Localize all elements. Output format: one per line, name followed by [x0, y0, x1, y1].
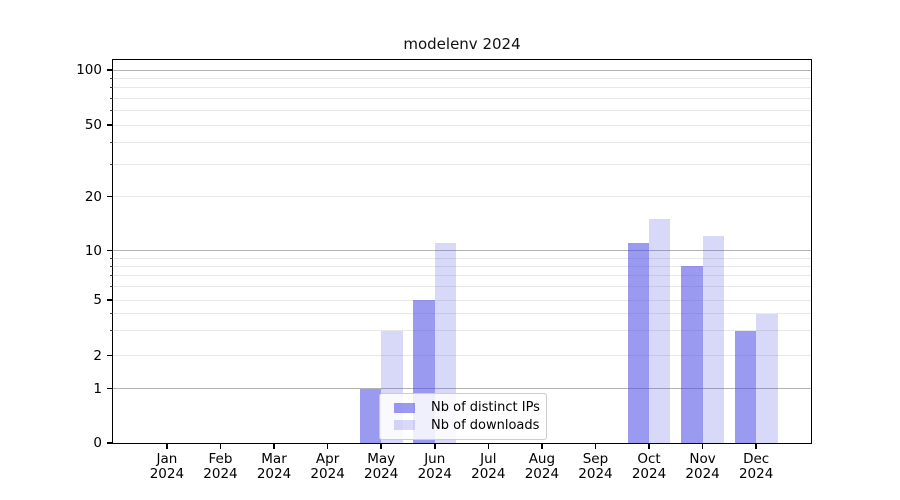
gridline-minor: [113, 313, 811, 315]
y-tick-label: 2: [93, 347, 102, 364]
gridline-minor: [113, 77, 811, 79]
x-tick: [434, 444, 436, 449]
y-tick-label: 50: [84, 117, 102, 133]
gridline-minor: [113, 124, 811, 126]
gridline-minor: [113, 257, 811, 259]
y-tick: [107, 195, 113, 198]
gridline-minor: [113, 87, 811, 89]
y-tick-label: 5: [93, 292, 102, 308]
x-tick-label: Apr 2024: [310, 451, 345, 482]
x-tick: [755, 444, 757, 449]
x-tick: [648, 444, 650, 449]
gridline-minor: [113, 355, 811, 356]
y-tick: [107, 354, 113, 357]
y-tick-minor: [110, 330, 113, 332]
gridline-minor: [113, 286, 811, 288]
x-tick-label: Feb 2024: [203, 451, 238, 482]
x-tick-label: Oct 2024: [631, 451, 667, 482]
y-tick-minor: [110, 286, 113, 288]
gridline-minor: [113, 299, 811, 301]
bar-nb-of-distinct-ips: [627, 243, 650, 443]
legend-entry: Nb of distinct IPs: [388, 400, 540, 416]
gridline-minor: [113, 97, 811, 99]
y-tick-minor: [110, 265, 113, 267]
bar-nb-of-distinct-ips: [734, 330, 757, 443]
bar-nb-of-distinct-ips: [681, 266, 703, 443]
x-tick: [326, 444, 329, 449]
x-tick: [594, 444, 597, 449]
bar-nb-of-downloads: [702, 236, 724, 443]
bar-nb-of-downloads: [756, 313, 778, 443]
y-tick-minor: [110, 97, 113, 99]
y-tick-label: 0: [93, 435, 102, 451]
legend-entry-label: Nb of distinct IPs: [431, 400, 540, 416]
y-tick-label: 1: [93, 380, 102, 397]
x-tick-label: Dec 2024: [738, 451, 774, 482]
gridline-minor: [113, 110, 811, 112]
y-tick-label: 10: [84, 242, 102, 259]
x-tick-label: Aug 2024: [524, 451, 560, 482]
x-tick: [166, 444, 168, 449]
legend-entry-label: Nb of downloads: [431, 417, 540, 433]
legend: Nb of distinct IPs Nb of downloads: [379, 393, 547, 440]
y-tick-label: 20: [84, 188, 102, 205]
bar-nb-of-downloads: [649, 218, 671, 443]
gridline-minor: [113, 330, 811, 332]
x-tick-label: Jul 2024: [471, 451, 506, 482]
gridline-minor: [113, 196, 811, 197]
x-tick-label: Mar 2024: [256, 451, 292, 482]
gridline-major: [113, 250, 811, 251]
x-tick: [487, 444, 490, 449]
x-tick-label: Nov 2024: [685, 451, 720, 482]
gridline-minor: [113, 275, 811, 277]
bar-nb-of-distinct-ips: [359, 388, 382, 443]
y-tick: [107, 442, 113, 444]
x-tick: [701, 444, 704, 449]
legend-entry: Nb of downloads: [388, 417, 540, 433]
y-tick-minor: [110, 313, 113, 315]
y-tick-minor: [110, 164, 113, 166]
x-tick-label: May 2024: [363, 451, 399, 482]
legend-swatch: [394, 420, 415, 431]
y-tick-minor: [110, 275, 113, 277]
y-tick: [107, 299, 113, 301]
y-tick: [107, 69, 113, 71]
x-tick: [219, 444, 222, 449]
gridline-minor: [113, 265, 811, 267]
y-tick-minor: [110, 77, 113, 79]
y-tick-minor: [110, 141, 113, 143]
y-tick: [107, 387, 113, 390]
x-tick-label: Jun 2024: [417, 451, 452, 482]
gridline-minor: [113, 164, 811, 166]
gridline-major: [113, 388, 811, 389]
gridline-minor: [113, 141, 811, 143]
plot-frame: [112, 59, 812, 444]
chart-title: modelenv 2024: [403, 35, 521, 53]
x-tick: [380, 444, 382, 449]
x-tick: [273, 444, 275, 449]
legend-swatch: [394, 402, 415, 413]
gridline-major: [113, 69, 811, 71]
y-tick-label: 100: [76, 62, 102, 78]
x-tick-label: Sep 2024: [578, 451, 613, 482]
x-tick: [541, 444, 543, 449]
y-tick: [107, 249, 113, 252]
y-tick-minor: [110, 87, 113, 89]
x-tick-label: Jan 2024: [149, 451, 185, 482]
y-tick-minor: [110, 257, 113, 259]
y-tick-minor: [110, 110, 113, 112]
y-tick: [107, 124, 113, 126]
